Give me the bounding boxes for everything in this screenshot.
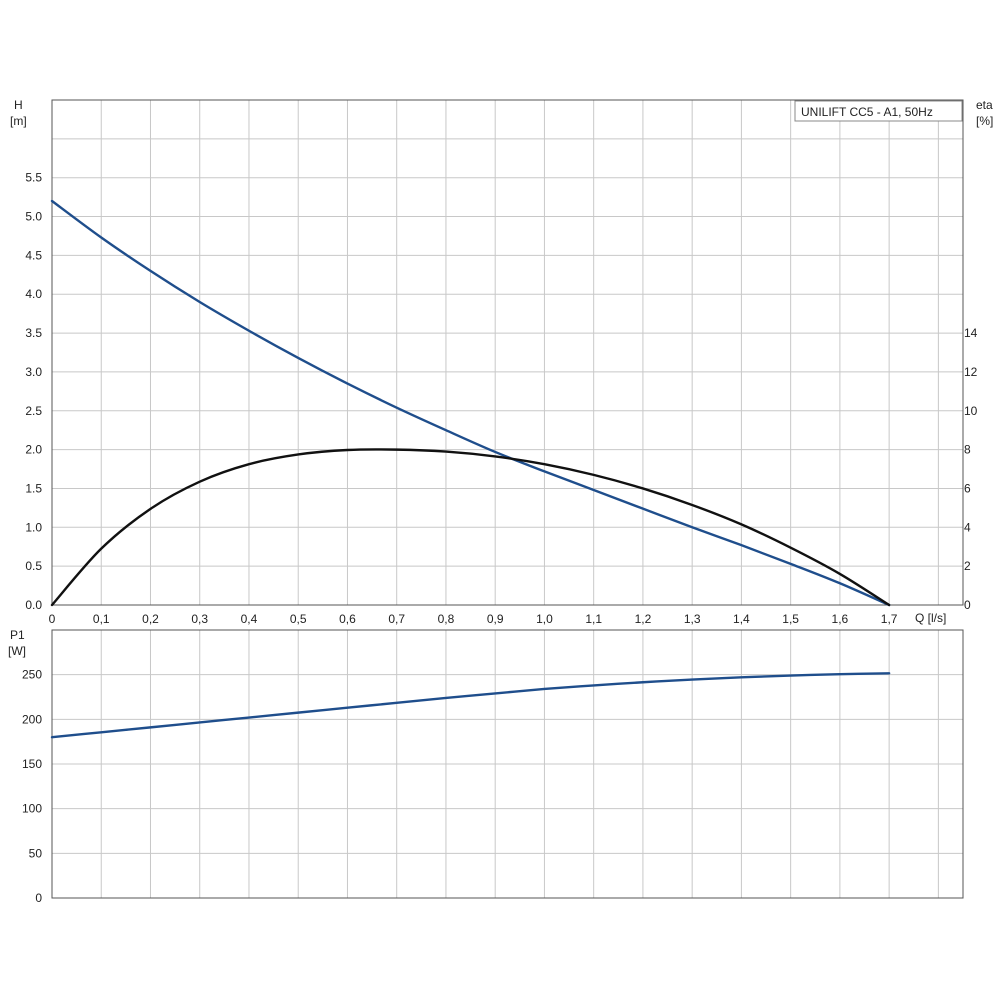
x-tick-label: 1,1 xyxy=(585,612,602,626)
eta-y-tick-label: 0 xyxy=(964,598,971,612)
power-y-tick-label: 0 xyxy=(35,891,42,905)
head-y-tick-label: 2.5 xyxy=(25,404,42,418)
x-tick-label: 0,1 xyxy=(93,612,110,626)
eta-y-tick-label: 10 xyxy=(964,404,978,418)
eta-axis-label: eta xyxy=(976,98,993,112)
power-axis-label: P1 xyxy=(10,628,25,642)
eta-y-tick-label: 14 xyxy=(964,326,978,340)
x-tick-label: 0,7 xyxy=(388,612,405,626)
chart-title-box xyxy=(794,100,963,122)
bottom-panel-frame xyxy=(51,629,964,899)
x-tick-label: 0,6 xyxy=(339,612,356,626)
x-tick-label: 1,5 xyxy=(782,612,799,626)
tick-labels: 0 0,1 0,2 0,3 0,4 0,5 0,6 0,7 0,8 0,9 1,0 1,1 1,2 1,3… xyxy=(22,171,978,905)
x-tick-label: 1,4 xyxy=(733,612,750,626)
head-y-tick-label: 4.5 xyxy=(25,248,42,262)
head-y-tick-label: 3.0 xyxy=(25,365,42,379)
eta-y-tick-label: 2 xyxy=(964,559,971,573)
x-tick-label: 1,0 xyxy=(536,612,553,626)
power-axis-unit: [W] xyxy=(8,644,26,658)
bottom-panel-curves xyxy=(50,672,891,739)
x-tick-label: 1,3 xyxy=(684,612,701,626)
power-y-tick-label: 50 xyxy=(29,846,43,860)
head-y-tick-label: 5.0 xyxy=(25,210,42,224)
x-tick-label: 0,3 xyxy=(191,612,208,626)
top-panel-frame xyxy=(51,99,964,606)
power-curve xyxy=(50,672,891,739)
top-panel-curves xyxy=(50,199,891,607)
head-y-tick-label: 1.0 xyxy=(25,520,42,534)
head-axis-label: H xyxy=(14,98,23,112)
x-tick-label: 0,4 xyxy=(241,612,258,626)
x-tick-label: 1,6 xyxy=(832,612,849,626)
eta-y-tick-label: 8 xyxy=(964,443,971,457)
x-tick-label: 1,2 xyxy=(635,612,652,626)
head-axis-unit: [m] xyxy=(10,114,27,128)
x-tick-label: 1,7 xyxy=(881,612,898,626)
flow-axis-label: Q [l/s] xyxy=(915,611,946,625)
x-tick-label: 0,5 xyxy=(290,612,307,626)
eta-y-tick-label: 6 xyxy=(964,481,971,495)
x-tick-label: 0,2 xyxy=(142,612,159,626)
x-tick-label: 0,8 xyxy=(438,612,455,626)
eta-y-tick-label: 12 xyxy=(964,365,978,379)
head-y-tick-label: 3.5 xyxy=(25,326,42,340)
bottom-panel-grid xyxy=(52,630,963,898)
eta-y-tick-label: 4 xyxy=(964,520,971,534)
x-tick-label: 0 xyxy=(49,612,56,626)
head-y-tick-label: 4.0 xyxy=(25,287,42,301)
head-y-tick-label: 1.5 xyxy=(25,481,42,495)
x-tick-label: 0,9 xyxy=(487,612,504,626)
power-y-tick-label: 200 xyxy=(22,712,42,726)
eta-axis-unit: [%] xyxy=(976,114,993,128)
chart-title: UNILIFT CC5 - A1, 50Hz xyxy=(801,105,933,119)
head-y-tick-label: 0.0 xyxy=(25,598,42,612)
head-y-tick-label: 2.0 xyxy=(25,443,42,457)
power-y-tick-label: 100 xyxy=(22,802,42,816)
efficiency-curve xyxy=(50,448,891,607)
power-y-tick-label: 150 xyxy=(22,757,42,771)
top-panel-grid xyxy=(52,100,963,605)
head-y-tick-label: 5.5 xyxy=(25,171,42,185)
power-y-tick-label: 250 xyxy=(22,668,42,682)
head-curve xyxy=(50,199,891,607)
head-y-tick-label: 0.5 xyxy=(25,559,42,573)
